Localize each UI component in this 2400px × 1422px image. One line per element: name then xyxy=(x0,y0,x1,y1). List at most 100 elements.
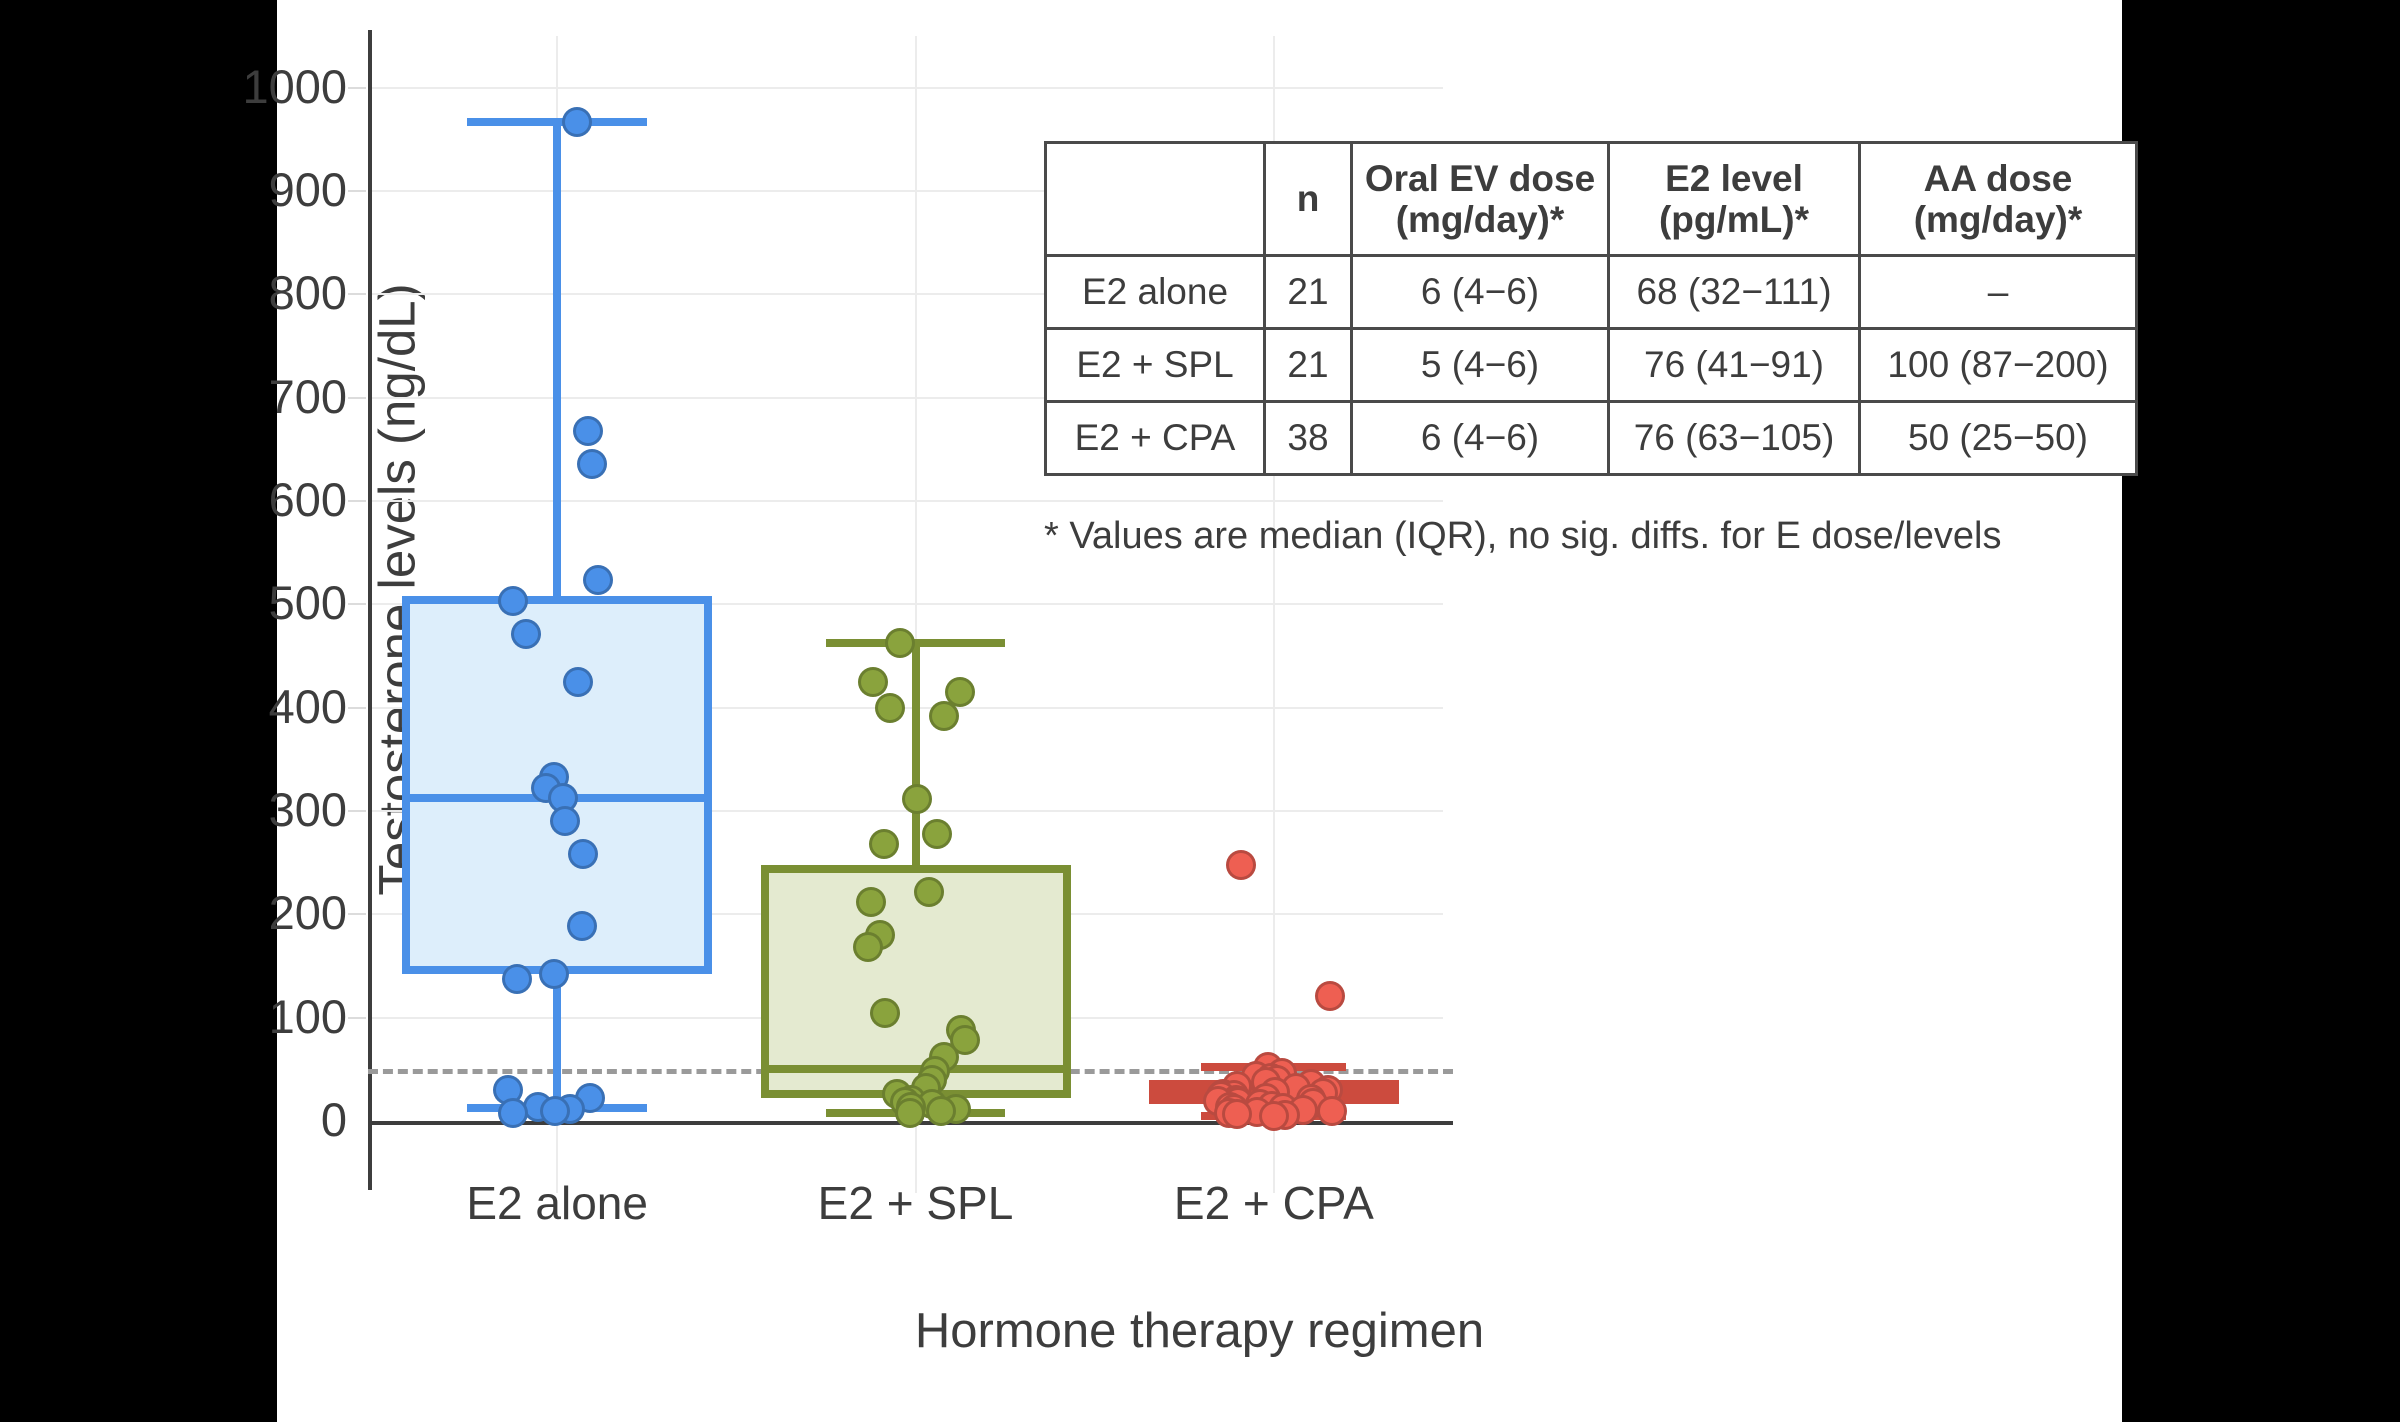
header-oral-ev-dose-line2: (mg/day)* xyxy=(1395,199,1565,240)
data-point-1-8 xyxy=(913,876,944,907)
table-row: E2 + CPA 38 6 (4−6) 76 (63−105) 50 (25−5… xyxy=(1044,400,2138,476)
gridline-y-300 xyxy=(368,810,1443,812)
header-aa-dose-line2: (mg/day)* xyxy=(1913,199,2083,240)
y-tick-label-400: 400 xyxy=(268,679,347,733)
data-point-0-0 xyxy=(561,106,592,137)
box-1 xyxy=(760,864,1071,1099)
data-point-0-20 xyxy=(498,1097,529,1128)
row-aa-dose-e2-cpa: 50 (25−50) xyxy=(1858,400,2138,476)
summary-table-body: E2 alone 21 6 (4−6) 68 (32−111) – E2 + S… xyxy=(1044,254,2138,476)
row-label-e2-spl: E2 + SPL xyxy=(1044,327,1266,403)
data-point-0-5 xyxy=(510,619,541,650)
summary-table-head: n Oral EV dose (mg/day)* E2 level (pg/mL… xyxy=(1044,141,2138,257)
x-tick-label-0: E2 alone xyxy=(466,1177,648,1229)
data-point-0-13 xyxy=(539,959,569,990)
gridline-y-800 xyxy=(368,293,1443,296)
y-tick-label-600: 600 xyxy=(268,473,347,526)
row-label-e2-cpa: E2 + CPA xyxy=(1044,400,1266,476)
y-tick-mark-800 xyxy=(348,293,366,296)
row-aa-dose-e2-spl: 100 (87−200) xyxy=(1858,327,2138,403)
gridline-x-2 xyxy=(1272,36,1275,1193)
data-point-1-25 xyxy=(925,1095,956,1126)
data-point-1-12 xyxy=(869,997,900,1028)
y-tick-label-300: 300 xyxy=(268,783,347,836)
data-point-2-1 xyxy=(1315,980,1346,1011)
y-tick-mark-300 xyxy=(348,810,366,812)
data-point-0-10 xyxy=(549,806,580,837)
y-axis-line xyxy=(368,30,372,1190)
data-point-1-26 xyxy=(895,1097,926,1128)
gridline-y-700 xyxy=(368,396,1443,399)
y-tick-mark-200 xyxy=(348,913,366,916)
data-point-1-3 xyxy=(875,692,906,723)
plot-area: 0 100 200 300 400 500 600 700 800 900 1000 E2 alon… xyxy=(242,30,1453,1229)
row-ev-dose-e2-alone: 6 (4−6) xyxy=(1350,254,1610,330)
median-line-1 xyxy=(760,1065,1071,1074)
y-tick-mark-900 xyxy=(348,190,366,192)
header-n: n xyxy=(1263,141,1353,257)
header-e2-level-line2: (pg/mL)* xyxy=(1658,199,1810,240)
data-point-0-12 xyxy=(567,910,598,941)
data-point-0-6 xyxy=(562,666,593,697)
row-label-e2-alone: E2 alone xyxy=(1044,254,1266,330)
header-e2-level: E2 level (pg/mL)* xyxy=(1607,141,1861,257)
header-e2-level-line1: E2 level xyxy=(1665,157,1803,199)
y-tick-label-800: 800 xyxy=(268,266,347,320)
table-header-row: n Oral EV dose (mg/day)* E2 level (pg/mL… xyxy=(1044,141,2138,257)
whisker-upper-0 xyxy=(553,121,562,597)
y-tick-mark-700 xyxy=(348,396,366,399)
data-point-1-0 xyxy=(884,627,915,658)
row-e2-level-e2-cpa: 76 (63−105) xyxy=(1607,400,1861,476)
row-n-e2-spl: 21 xyxy=(1263,327,1353,403)
row-ev-dose-e2-cpa: 6 (4−6) xyxy=(1350,400,1610,476)
data-point-1-9 xyxy=(855,886,886,917)
data-point-0-14 xyxy=(501,964,532,995)
gridline-x-1 xyxy=(914,36,917,1193)
y-tick-label-0: 0 xyxy=(320,1093,347,1146)
y-tick-mark-600 xyxy=(348,500,366,502)
y-tick-label-1000: 1000 xyxy=(242,59,347,113)
row-e2-level-e2-spl: 76 (41−91) xyxy=(1607,327,1861,403)
data-point-1-5 xyxy=(902,783,933,814)
table-row: E2 alone 21 6 (4−6) 68 (32−111) – xyxy=(1044,254,2138,330)
y-tick-mark-400 xyxy=(348,706,366,709)
header-oral-ev-dose: Oral EV dose (mg/day)* xyxy=(1350,141,1610,257)
data-point-0-3 xyxy=(582,564,613,595)
data-point-2-32 xyxy=(1221,1098,1252,1129)
y-tick-label-900: 900 xyxy=(268,163,347,216)
y-tick-label-200: 200 xyxy=(268,886,347,940)
data-point-0-19 xyxy=(539,1095,570,1126)
whisker-cap-upper-0 xyxy=(467,117,648,126)
y-tick-mark-100 xyxy=(348,1016,366,1019)
chart-canvas: Testosterone levels (ng/dL) Hormone ther… xyxy=(242,0,2138,1422)
gridline-y-600 xyxy=(368,500,1443,502)
whisker-cap-upper-1 xyxy=(825,638,1006,647)
row-aa-dose-e2-alone: – xyxy=(1858,254,2138,330)
data-point-0-4 xyxy=(497,586,528,617)
gridline-y-400 xyxy=(368,706,1443,709)
header-blank xyxy=(1044,141,1266,257)
x-tick-label-2: E2 + CPA xyxy=(1173,1177,1374,1229)
gridline-y-1000 xyxy=(368,86,1443,89)
x-axis-title: Hormone therapy regimen xyxy=(914,1304,1485,1358)
whisker-lower-0 xyxy=(553,974,562,1108)
summary-table-wrapper: n Oral EV dose (mg/day)* E2 level (pg/mL… xyxy=(1044,141,2138,476)
data-point-1-1 xyxy=(857,666,888,697)
header-oral-ev-dose-line1: Oral EV dose xyxy=(1364,157,1596,199)
row-n-e2-cpa: 38 xyxy=(1263,400,1353,476)
data-point-1-7 xyxy=(868,829,899,860)
data-point-2-29 xyxy=(1316,1095,1347,1126)
summary-table-note: * Values are median (IQR), no sig. diffs… xyxy=(1044,515,2002,557)
summary-table: n Oral EV dose (mg/day)* E2 level (pg/mL… xyxy=(1044,141,2138,476)
header-aa-dose: AA dose (mg/day)* xyxy=(1858,141,2138,257)
data-point-2-34 xyxy=(1258,1100,1289,1131)
data-point-0-1 xyxy=(572,415,603,446)
row-n-e2-alone: 21 xyxy=(1263,254,1353,330)
data-point-0-2 xyxy=(577,448,608,479)
y-tick-label-700: 700 xyxy=(268,369,347,423)
data-point-2-0 xyxy=(1225,849,1256,880)
gridline-y-500 xyxy=(368,603,1443,606)
x-tick-label-1: E2 + SPL xyxy=(817,1177,1014,1229)
data-point-1-4 xyxy=(928,700,959,731)
